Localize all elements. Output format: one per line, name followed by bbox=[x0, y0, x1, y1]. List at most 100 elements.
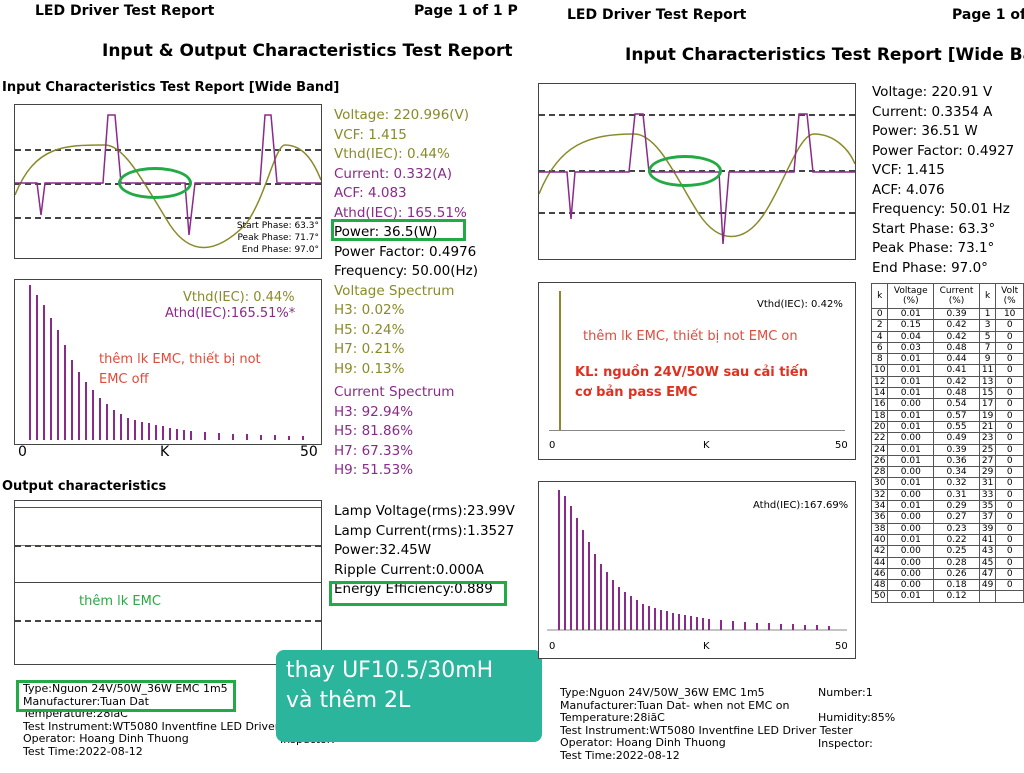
harmonic-table-cell: 45 bbox=[978, 556, 997, 569]
right-note-emc-on: thêm lk EMC, thiết bị not EMC on bbox=[583, 329, 798, 344]
right-current: Current: 0.3354 A bbox=[872, 103, 993, 120]
left-voltage-spectrum-title: Voltage Spectrum bbox=[334, 282, 455, 299]
right-note-conclusion: KL: nguồn 24V/50W sau cải tiến cơ bản pa… bbox=[575, 363, 808, 403]
harmonic-table-cell: 15 bbox=[978, 387, 997, 400]
harmonic-table-row: 28 0.00 0.34 29 0 bbox=[871, 466, 1024, 479]
harmonic-table-cell: 35 bbox=[978, 500, 997, 513]
harmonic-table-cell: 23 bbox=[978, 432, 997, 445]
left-output-power: Power:32.45W bbox=[334, 542, 432, 558]
harmonic-table-row: 18 0.01 0.57 19 0 bbox=[871, 409, 1024, 422]
harmonic-table-cell: 27 bbox=[978, 454, 997, 468]
right-footer-manufacturer: Manufacturer:Tuan Dat- when not EMC on bbox=[560, 698, 790, 712]
right-harmonic-table-wrap: k Voltage (%) Current (%) k Volt (% 0 0.0… bbox=[871, 283, 1024, 603]
left-end-phase: End Phase: 97.0° bbox=[241, 245, 319, 255]
harmonic-table-cell: 0.42 bbox=[933, 319, 980, 332]
harmonic-table-row: 12 0.01 0.42 13 0 bbox=[871, 375, 1024, 389]
harmonic-table-cell: 0 bbox=[995, 545, 1024, 558]
harmonic-table-cell: 0.00 bbox=[887, 579, 935, 592]
harmonic-table-cell: 31 bbox=[978, 477, 997, 490]
harmonic-table-cell: 0.00 bbox=[887, 488, 935, 502]
harmonic-table-cell: 0 bbox=[995, 364, 1024, 377]
harmonic-table-cell: 0.28 bbox=[933, 556, 980, 569]
left-power: Power: 36.5(W) bbox=[334, 224, 438, 240]
right-footer-test-time: Test Time:2022-08-12 bbox=[560, 748, 680, 762]
right-voltage-waveform bbox=[539, 133, 855, 238]
right-start-phase: Start Phase: 63.3° bbox=[872, 220, 996, 237]
right-power-factor: Power Factor: 0.4927 bbox=[872, 142, 1015, 159]
harmonic-table-cell: 0.36 bbox=[933, 454, 980, 468]
right-footer-type: Type:Nguon 24V/50W_36W EMC 1m5 bbox=[560, 686, 765, 699]
harmonic-table-cell: 0.18 bbox=[933, 579, 980, 592]
right-footer-number: Number:1 bbox=[818, 686, 873, 699]
harmonic-table-cell: 1 bbox=[978, 307, 997, 321]
harmonic-table-row: 0 0.01 0.39 1 10 bbox=[871, 307, 1024, 321]
harmonic-table-cell: 0 bbox=[995, 398, 1024, 411]
right-note-kl-line2: cơ bản pass EMC bbox=[575, 385, 698, 400]
harmonic-table-row: 38 0.00 0.23 39 0 bbox=[871, 522, 1024, 535]
right-main-title: Input Characteristics Test Report [Wide … bbox=[625, 45, 1024, 65]
harmonic-table-cell: 42 bbox=[871, 545, 889, 558]
harmonic-table-cell: 0.23 bbox=[933, 522, 980, 535]
harmonic-table-cell: 47 bbox=[978, 567, 997, 581]
harmonic-table-cell: 0 bbox=[995, 319, 1024, 332]
harmonic-table-cell: 0.29 bbox=[933, 500, 980, 513]
harmonic-table-cell: 0.01 bbox=[887, 375, 935, 389]
harmonic-table-cell: 0 bbox=[995, 432, 1024, 445]
harmonic-table-cell: 7 bbox=[978, 341, 997, 355]
harmonic-table-row: 10 0.01 0.41 11 0 bbox=[871, 364, 1024, 377]
harmonic-table-cell: 0.39 bbox=[933, 443, 980, 456]
harmonic-table-cell: 0 bbox=[995, 387, 1024, 400]
right-header-title: LED Driver Test Report bbox=[567, 7, 747, 23]
col-k2: k bbox=[978, 283, 997, 309]
harmonic-table-cell: 0 bbox=[871, 307, 889, 321]
harmonic-table-row: 2 0.15 0.42 3 0 bbox=[871, 319, 1024, 332]
harmonic-table-cell: 29 bbox=[978, 466, 997, 479]
harmonic-table-cell: 0.48 bbox=[933, 341, 980, 355]
harmonic-table-cell: 11 bbox=[978, 364, 997, 377]
harmonic-table-cell: 40 bbox=[871, 533, 889, 547]
harmonic-table-cell: 3 bbox=[978, 319, 997, 332]
harmonic-table-cell: 0.31 bbox=[933, 488, 980, 502]
harmonic-table-cell: 0.00 bbox=[887, 432, 935, 445]
harmonic-table-cell: 0.27 bbox=[933, 511, 980, 524]
harmonic-table-row: 4 0.04 0.42 5 0 bbox=[871, 330, 1024, 343]
right-waveform-highlight-ellipse bbox=[648, 155, 722, 187]
harmonic-table-cell: 14 bbox=[871, 387, 889, 400]
harmonic-table-cell: 0.01 bbox=[887, 443, 935, 456]
left-vthd: Vthd(IEC): 0.44% bbox=[334, 146, 450, 162]
left-note-emc-off: thêm lk EMC, thiết bị not EMC off bbox=[99, 350, 261, 390]
harmonic-table-cell: 0 bbox=[995, 353, 1024, 366]
harmonic-table-cell: 0 bbox=[995, 454, 1024, 468]
harmonic-table-cell: 0.25 bbox=[933, 545, 980, 558]
left-footer-manufacturer: Manufacturer:Tuan Dat bbox=[23, 694, 149, 708]
harmonic-table-cell: 0 bbox=[995, 567, 1024, 581]
harmonic-table-cell: 0.55 bbox=[933, 420, 980, 434]
harmonic-table-row: 36 0.00 0.27 37 0 bbox=[871, 511, 1024, 524]
right-athd-panel: Athd(IEC):167.69% 0 K 50 bbox=[538, 481, 856, 659]
right-vthd-axis-0: 0 bbox=[549, 440, 556, 451]
left-acf: ACF: 4.083 bbox=[334, 185, 407, 201]
right-power: Power: 36.51 W bbox=[872, 123, 978, 139]
col-voltage: Voltage (%) bbox=[887, 283, 935, 309]
left-axis-k: K bbox=[160, 444, 170, 460]
harmonic-table-row: 44 0.00 0.28 45 0 bbox=[871, 556, 1024, 569]
harmonic-table-cell: 43 bbox=[978, 545, 997, 558]
left-vs-h5: H5: 0.24% bbox=[334, 321, 405, 338]
left-frequency: Frequency: 50.00(Hz) bbox=[334, 263, 479, 279]
col-current: Current (%) bbox=[933, 283, 980, 309]
harmonic-table-cell: 4 bbox=[871, 330, 889, 343]
left-vs-h9: H9: 0.13% bbox=[334, 360, 405, 377]
left-vs-h7: H7: 0.21% bbox=[334, 341, 405, 357]
harmonic-table-cell: 19 bbox=[978, 409, 997, 422]
callout-line1: thay UF10.5/30mH bbox=[286, 658, 494, 683]
harmonic-table-cell: 21 bbox=[978, 420, 997, 434]
harmonic-table-cell: 0.03 bbox=[887, 341, 935, 355]
harmonic-table-cell: 0 bbox=[995, 488, 1024, 502]
harmonic-table-row: 40 0.01 0.22 41 0 bbox=[871, 533, 1024, 547]
right-vcf: VCF: 1.415 bbox=[872, 162, 945, 178]
right-footer-instrument: Test Instrument:WT5080 Inventfine LED Dr… bbox=[560, 723, 853, 737]
harmonic-table-cell: 0.26 bbox=[933, 567, 980, 581]
harmonic-table-cell: 10 bbox=[871, 364, 889, 377]
right-end-phase: End Phase: 97.0° bbox=[872, 259, 988, 276]
harmonic-table-cell: 0 bbox=[995, 579, 1024, 592]
